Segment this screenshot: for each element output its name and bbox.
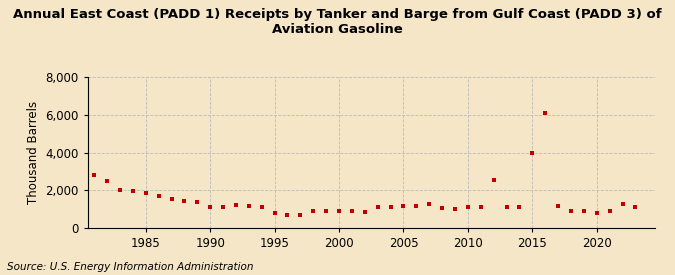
Point — [244, 203, 254, 208]
Point — [424, 202, 435, 206]
Point — [462, 204, 473, 209]
Point — [205, 205, 215, 210]
Point — [540, 111, 551, 115]
Point — [153, 194, 164, 198]
Point — [295, 213, 306, 217]
Point — [308, 209, 319, 213]
Point — [514, 205, 525, 210]
Point — [359, 210, 370, 214]
Point — [128, 189, 138, 194]
Point — [578, 209, 589, 213]
Point — [591, 211, 602, 215]
Point — [617, 202, 628, 206]
Point — [166, 197, 177, 201]
Point — [437, 206, 448, 211]
Point — [385, 205, 396, 210]
Point — [115, 188, 126, 192]
Point — [501, 204, 512, 209]
Text: Annual East Coast (PADD 1) Receipts by Tanker and Barge from Gulf Coast (PADD 3): Annual East Coast (PADD 1) Receipts by T… — [14, 8, 662, 36]
Point — [179, 199, 190, 203]
Point — [231, 202, 242, 207]
Point — [488, 178, 499, 182]
Text: Source: U.S. Energy Information Administration: Source: U.S. Energy Information Administ… — [7, 262, 253, 272]
Point — [475, 205, 486, 210]
Point — [102, 179, 113, 183]
Point — [282, 213, 293, 217]
Point — [450, 207, 460, 211]
Point — [192, 200, 202, 204]
Point — [630, 205, 641, 210]
Point — [256, 204, 267, 209]
Point — [269, 211, 280, 215]
Point — [527, 150, 538, 155]
Point — [553, 203, 564, 208]
Point — [604, 209, 615, 213]
Point — [411, 203, 422, 208]
Point — [398, 203, 409, 208]
Point — [566, 209, 576, 213]
Point — [321, 209, 331, 213]
Point — [217, 205, 228, 210]
Y-axis label: Thousand Barrels: Thousand Barrels — [27, 101, 40, 204]
Point — [373, 205, 383, 210]
Point — [333, 209, 344, 213]
Point — [140, 191, 151, 196]
Point — [346, 209, 357, 213]
Point — [89, 173, 100, 178]
